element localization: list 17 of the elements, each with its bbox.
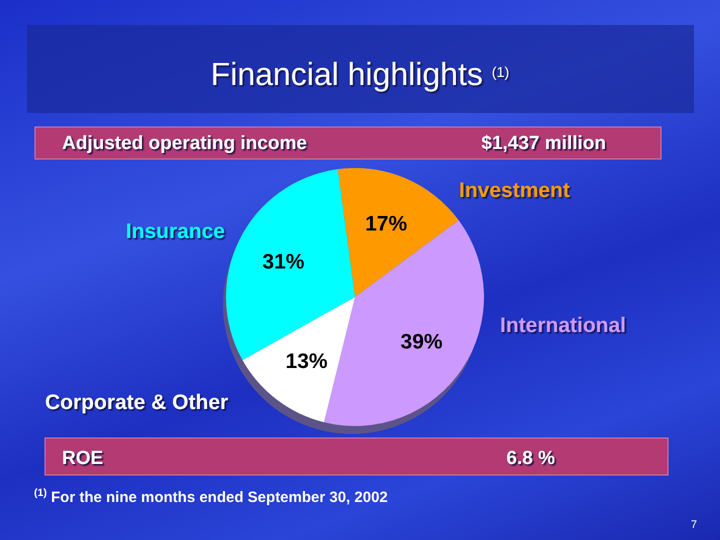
text: $^{(1)}$ For the nine months ended September 30, 2002 <box>34 487 388 506</box>
data-label: 13% <box>286 350 328 373</box>
text: Adjusted operating income <box>62 133 307 154</box>
slice-label: International <box>500 314 626 337</box>
data-label: 39% <box>400 330 443 354</box>
slice-label: Corporate & Other <box>45 391 228 414</box>
text: 6.8 % <box>506 448 556 469</box>
slice-label: Insurance <box>126 220 225 243</box>
data-label: 31% <box>262 250 305 274</box>
chart-title: Financial highlights $^{(1)}$ <box>210 56 510 92</box>
data-label: 17% <box>365 212 408 236</box>
pie-slice <box>338 168 459 297</box>
text: 7 <box>690 519 697 531</box>
text: ROE <box>62 448 104 469</box>
text: $1,437 million <box>481 133 606 154</box>
slice-label: Investment <box>459 179 570 202</box>
pie-slice <box>242 297 355 422</box>
